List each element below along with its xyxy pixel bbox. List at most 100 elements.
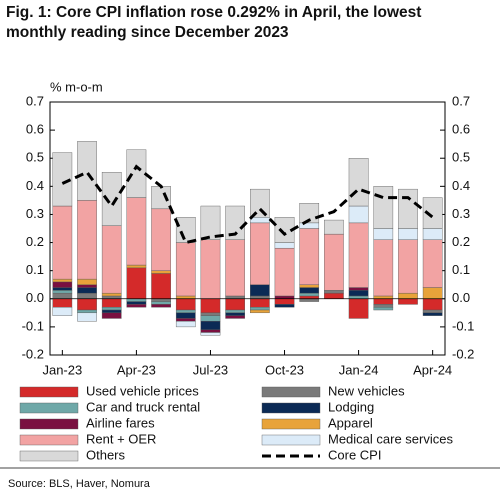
y2-tick-label: 0.3	[452, 206, 470, 221]
plot-frame	[49, 101, 446, 356]
bar-segment	[101, 295, 122, 299]
bar-segment	[126, 298, 147, 302]
bar-segment	[250, 307, 270, 311]
bar-segment	[324, 233, 344, 291]
bar-segment	[200, 312, 221, 316]
bar-segment	[348, 295, 369, 299]
legend-label: Airline fares	[86, 415, 155, 430]
bar-segment	[175, 318, 196, 322]
bar-segment	[126, 149, 147, 198]
bar-segment	[52, 205, 73, 280]
bar-segment	[77, 309, 97, 314]
bar-segment	[175, 298, 196, 311]
bar-segment	[151, 273, 171, 299]
legend-swatch	[261, 434, 321, 446]
bar-segment	[52, 152, 73, 207]
bar-segment	[348, 287, 369, 291]
y2-tick-label: -0.1	[452, 318, 474, 333]
bar-segment	[77, 278, 97, 285]
bar-segment	[77, 284, 97, 288]
source: Source: BLS, Haver, Nomura	[8, 478, 151, 490]
bar-segment	[274, 295, 295, 299]
bar-segment	[126, 301, 147, 305]
bar-segment	[348, 290, 369, 297]
bar-segment	[101, 312, 122, 319]
bar-segment	[200, 315, 221, 322]
bar-segment	[348, 205, 369, 224]
bar-segment	[299, 284, 320, 288]
bar-segment	[398, 188, 418, 229]
legend-swatch	[261, 386, 321, 398]
legend-label: Car and truck rental	[86, 399, 200, 414]
bar-segment	[52, 290, 73, 294]
legend-label: Lodging	[328, 399, 374, 414]
x-tick-label: Jul-23	[193, 362, 228, 377]
legend-label: New vehicles	[328, 383, 405, 398]
legend-swatch	[19, 402, 79, 414]
y2-tick-label: 0.7	[452, 93, 470, 108]
bar-segment	[101, 172, 122, 226]
bar-segment	[200, 321, 221, 330]
y-tick-label: 0.3	[26, 206, 44, 221]
bar-segment	[373, 295, 394, 299]
y2-tick-label: 0.5	[452, 150, 470, 165]
bar-segment	[422, 287, 443, 299]
y2-tick-label: 0.6	[452, 122, 470, 137]
bar-segment	[200, 332, 221, 336]
bar-segment	[101, 309, 122, 314]
bar-segment	[175, 295, 196, 299]
bar-segment	[52, 287, 73, 291]
bar-segment	[225, 312, 245, 316]
bar-segment	[422, 312, 443, 316]
bar-segment	[250, 309, 270, 314]
bar-segment	[422, 239, 443, 288]
bar-segment	[151, 270, 171, 274]
y2-tick-label: 0.4	[452, 178, 470, 193]
bar-segment	[77, 287, 97, 294]
bar-segment	[52, 281, 73, 288]
bar-segment	[299, 298, 320, 302]
y2-tick-label: 0.0	[452, 290, 470, 305]
legend-label: Rent + OER	[86, 431, 156, 446]
bar-segment	[299, 295, 320, 299]
bar-segment	[398, 228, 418, 240]
bar-segment	[175, 312, 196, 319]
bar-segment	[225, 315, 245, 319]
bar-segment	[373, 304, 394, 308]
bar-segment	[52, 278, 73, 283]
bar-segment	[250, 188, 270, 218]
y-tick-label: -0.1	[22, 318, 44, 333]
bar-segment	[398, 292, 418, 299]
y-axis-label: % m-o-m	[50, 79, 103, 94]
y-tick-label: -0.2	[22, 346, 44, 361]
bar-segment	[422, 228, 443, 240]
bar-segment	[126, 304, 147, 308]
x-tick-label: Apr-23	[117, 362, 156, 377]
y-tick-label: 0.4	[26, 178, 44, 193]
legend-label: Core CPI	[328, 447, 381, 462]
bar-segment	[200, 329, 221, 333]
legend-label: Others	[86, 447, 126, 462]
bar-segment	[250, 298, 270, 308]
legend-label: Apparel	[328, 415, 373, 430]
bar-segment	[151, 208, 171, 271]
bar-segment	[52, 292, 73, 299]
bar-segment	[175, 309, 196, 314]
bar-segment	[126, 264, 147, 269]
bar-segment	[324, 219, 344, 235]
bar-segment	[175, 321, 196, 328]
bar-segment	[398, 298, 418, 305]
bar-segment	[77, 200, 97, 280]
bar-segment	[299, 222, 320, 229]
bar-segment	[274, 247, 295, 297]
y2-tick-label: 0.1	[452, 262, 470, 277]
bar-segment	[299, 202, 320, 224]
x-tick-label: Jan-23	[42, 362, 82, 377]
y2-tick-label: 0.2	[452, 234, 470, 249]
bar-segment	[77, 298, 97, 311]
bar-segment	[373, 186, 394, 229]
bar-segment	[225, 309, 245, 314]
bar-segment	[101, 292, 122, 297]
y-tick-label: 0.5	[26, 150, 44, 165]
